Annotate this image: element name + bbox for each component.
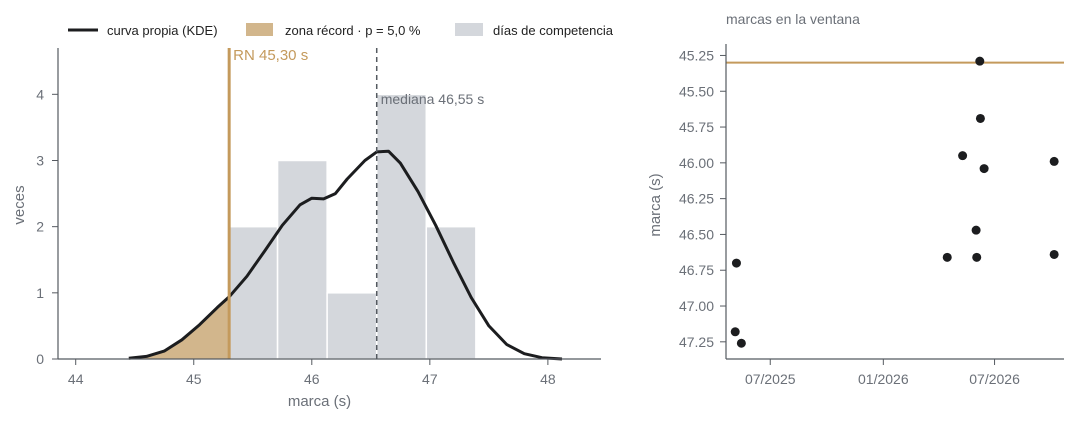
scatter-point: [975, 56, 985, 66]
y-ticks-scatter: 45.25 45.50 45.75 46.00 46.25 46.50 46.75 47.00…: [679, 47, 726, 350]
y-tick-label: 46.00: [679, 155, 714, 171]
x-tick-label: 07/2026: [969, 371, 1020, 387]
y-tick-label: 47.00: [679, 298, 714, 314]
histogram-bar: [326, 292, 378, 360]
x-axis-label: marca (s): [288, 393, 351, 410]
scatter-point: [730, 327, 740, 337]
legend-hist-label: días de competencia: [493, 23, 614, 38]
y-tick-label: 46.50: [679, 226, 714, 242]
histogram-bar: [276, 159, 328, 360]
scatter-panel: marcas en la ventana 07/2025 01/2026 07/20…: [647, 11, 1064, 387]
y-tick-label: 46.75: [679, 262, 714, 278]
scatter-point: [975, 113, 985, 123]
scatter-point: [1049, 249, 1059, 259]
scatter-point: [972, 252, 982, 262]
kde-curve: [128, 149, 563, 361]
y-axis-label: veces: [11, 185, 28, 224]
histogram-bar: [375, 93, 428, 360]
scatter-point: [736, 338, 746, 348]
x-tick-label: 01/2026: [858, 371, 909, 387]
x-tick-label: 44: [68, 371, 84, 387]
y-tick-label: 45.75: [679, 119, 714, 135]
scatter-title: marcas en la ventana: [726, 11, 860, 27]
histogram-panel: RN 45,30 s mediana 46,55 s 44 45 46 47 48 0 1…: [11, 47, 601, 410]
scatter-point: [958, 151, 968, 161]
scatter-point: [1049, 156, 1059, 166]
y-tick-label: 1: [36, 285, 44, 301]
median-label: mediana 46,55 s: [381, 91, 485, 107]
scatter-point: [731, 258, 741, 268]
legend-kde-label: curva propia (KDE): [107, 23, 218, 38]
y-tick-label: 47.25: [679, 334, 714, 350]
record-zone-area: [128, 296, 230, 359]
y-tick-label: 45.50: [679, 83, 714, 99]
legend: curva propia (KDE) zona récord · p = 5,0…: [68, 23, 614, 38]
y-axis-label-scatter: marca (s): [647, 173, 664, 236]
y-ticks: 0 1 2 3 4: [36, 86, 58, 367]
x-ticks: 44 45 46 47 48: [68, 359, 556, 387]
y-tick-label: 3: [36, 152, 44, 168]
scatter-points: [730, 56, 1059, 348]
y-tick-label: 2: [36, 219, 44, 235]
legend-zone-label: zona récord · p = 5,0 %: [285, 23, 421, 38]
x-tick-label: 45: [186, 371, 202, 387]
y-tick-label: 4: [36, 86, 44, 102]
histogram-bars: [228, 93, 477, 360]
y-tick-label: 45.25: [679, 47, 714, 63]
histogram-bar: [228, 225, 279, 360]
record-label: RN 45,30 s: [233, 47, 308, 64]
x-tick-label: 47: [422, 371, 438, 387]
scatter-point: [979, 164, 989, 174]
scatter-point: [942, 252, 952, 262]
x-tick-label: 07/2025: [745, 371, 796, 387]
x-tick-label: 48: [540, 371, 556, 387]
x-tick-label: 46: [304, 371, 320, 387]
x-ticks-scatter: 07/2025 01/2026 07/2026: [745, 359, 1020, 387]
y-tick-label: 46.25: [679, 191, 714, 207]
legend-zone-swatch: [246, 23, 273, 36]
legend-hist-swatch: [455, 23, 483, 36]
y-tick-label: 0: [36, 351, 44, 367]
scatter-point: [971, 225, 981, 235]
